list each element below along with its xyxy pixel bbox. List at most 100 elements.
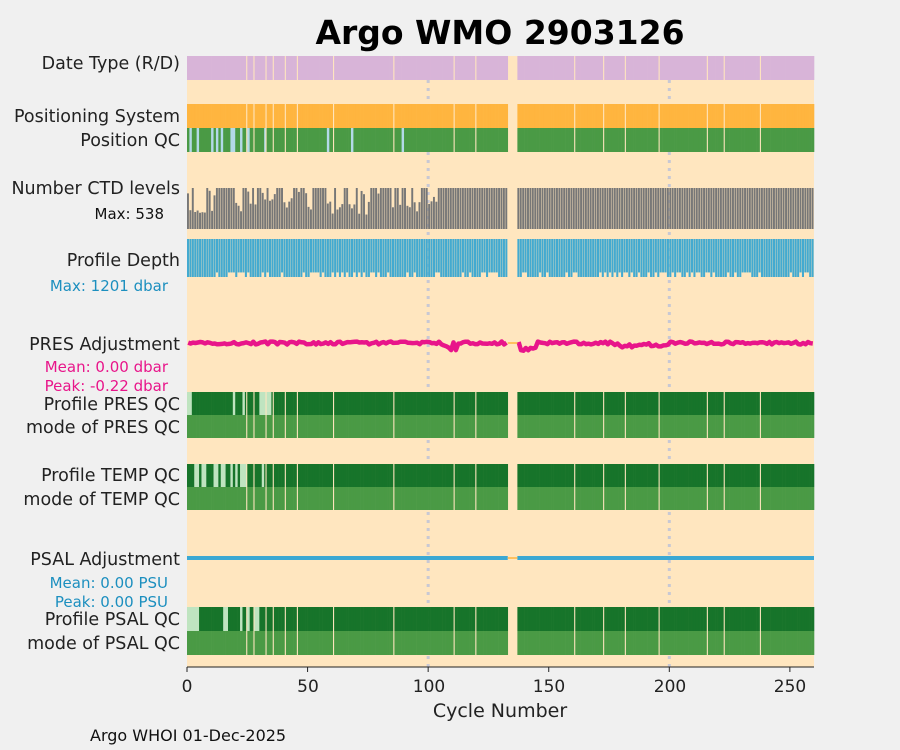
profile-temp-qc-cycle-220 bbox=[717, 464, 721, 487]
profile-depth-bar-15 bbox=[223, 239, 226, 277]
ctd-levels-bar-111 bbox=[454, 188, 457, 229]
mode-psal-qc-cycle-46 bbox=[297, 631, 301, 655]
date-type-cycle-121 bbox=[478, 56, 482, 80]
mode-psal-qc-cycle-47 bbox=[300, 631, 304, 655]
position-qc-cycle-69 bbox=[353, 128, 357, 152]
position-qc-cycle-95 bbox=[416, 128, 419, 152]
mode-psal-qc-cycle-219 bbox=[715, 631, 718, 655]
mode-temp-qc-cycle-18 bbox=[230, 487, 234, 510]
profile-temp-qc-cycle-32 bbox=[264, 464, 266, 487]
positioning-system-cycle-84 bbox=[389, 104, 393, 128]
position-qc-cycle-70 bbox=[355, 128, 359, 152]
positioning-system-cycle-78 bbox=[375, 104, 378, 128]
profile-depth-bar-256 bbox=[804, 239, 807, 273]
profile-temp-qc-cycle-158 bbox=[568, 464, 571, 487]
mode-psal-qc-cycle-32 bbox=[264, 631, 266, 655]
profile-depth-bar-41 bbox=[285, 239, 288, 277]
date-type-cycle-20 bbox=[235, 56, 238, 80]
profile-temp-qc-cycle-16 bbox=[225, 464, 229, 487]
ctd-levels-bar-146 bbox=[539, 188, 542, 229]
positioning-system-cycle-184 bbox=[630, 104, 634, 128]
profile-temp-qc-cycle-154 bbox=[558, 464, 562, 487]
mode-pres-qc-cycle-47 bbox=[300, 415, 304, 438]
mode-temp-qc-cycle-197 bbox=[662, 487, 665, 510]
mode-psal-qc-cycle-103 bbox=[435, 631, 439, 655]
mode-psal-qc-cycle-119 bbox=[473, 631, 476, 655]
mode-psal-qc-cycle-231 bbox=[744, 631, 747, 655]
mode-temp-qc-cycle-65 bbox=[343, 487, 347, 510]
profile-temp-qc-cycle-26 bbox=[249, 464, 253, 487]
profile-pres-qc-cycle-35 bbox=[271, 392, 273, 415]
profile-temp-qc-cycle-75 bbox=[367, 464, 371, 487]
mode-pres-qc-cycle-33 bbox=[266, 415, 270, 438]
date-type-cycle-59 bbox=[329, 56, 332, 80]
mode-pres-qc-cycle-207 bbox=[686, 415, 689, 438]
mode-psal-qc-cycle-255 bbox=[801, 631, 805, 655]
mode-pres-qc-cycle-151 bbox=[551, 415, 554, 438]
position-qc-cycle-234 bbox=[751, 128, 755, 152]
positioning-system-cycle-181 bbox=[623, 104, 625, 128]
positioning-system-cycle-155 bbox=[560, 104, 564, 128]
date-type-cycle-153 bbox=[555, 56, 559, 80]
position-qc-cycle-3 bbox=[194, 128, 197, 152]
profile-depth-bar-63 bbox=[338, 239, 341, 277]
mode-pres-qc-cycle-250 bbox=[789, 415, 793, 438]
profile-psal-qc-cycle-2 bbox=[191, 607, 195, 631]
ctd-levels-bar-52 bbox=[312, 188, 315, 229]
profile-psal-qc-cycle-6 bbox=[201, 607, 205, 631]
mode-temp-qc-cycle-235 bbox=[753, 487, 757, 510]
date-type-cycle-150 bbox=[548, 56, 552, 80]
mode-temp-qc-cycle-206 bbox=[683, 487, 687, 510]
profile-temp-qc-cycle-21 bbox=[237, 464, 241, 487]
profile-psal-qc-cycle-180 bbox=[621, 607, 624, 631]
ctd-levels-bar-196 bbox=[659, 188, 662, 229]
position-qc-cycle-9 bbox=[208, 128, 212, 152]
profile-psal-qc-cycle-178 bbox=[616, 607, 619, 631]
position-qc-cycle-221 bbox=[719, 128, 723, 152]
mode-pres-qc-cycle-61 bbox=[334, 415, 337, 438]
mode-psal-qc-cycle-201 bbox=[671, 631, 675, 655]
mode-pres-qc-cycle-145 bbox=[536, 415, 540, 438]
date-type-cycle-26 bbox=[249, 56, 253, 80]
positioning-system-cycle-27 bbox=[252, 104, 254, 128]
ctd-levels-bar-103 bbox=[435, 201, 438, 229]
positioning-system-cycle-259 bbox=[811, 104, 815, 128]
mode-pres-qc-cycle-251 bbox=[792, 415, 796, 438]
profile-pres-qc-cycle-159 bbox=[570, 392, 574, 415]
mode-psal-qc-cycle-10 bbox=[211, 631, 214, 655]
mode-temp-qc-cycle-101 bbox=[430, 487, 434, 510]
positioning-system-cycle-14 bbox=[220, 104, 224, 128]
mode-psal-qc-cycle-97 bbox=[420, 631, 424, 655]
date-type-cycle-86 bbox=[394, 56, 398, 80]
mode-pres-qc-cycle-165 bbox=[584, 415, 588, 438]
profile-depth-bar-142 bbox=[529, 239, 532, 277]
position-qc-cycle-106 bbox=[442, 128, 446, 152]
mode-psal-qc-cycle-246 bbox=[780, 631, 783, 655]
profile-psal-qc-cycle-145 bbox=[536, 607, 540, 631]
mode-pres-qc-cycle-31 bbox=[261, 415, 265, 438]
positioning-system-cycle-52 bbox=[312, 104, 316, 128]
ctd-levels-bar-58 bbox=[326, 203, 329, 229]
mode-pres-qc-cycle-91 bbox=[406, 415, 410, 438]
date-type-cycle-152 bbox=[553, 56, 557, 80]
date-type-cycle-201 bbox=[671, 56, 675, 80]
ctd-levels-bar-185 bbox=[633, 188, 636, 229]
profile-pres-qc-cycle-166 bbox=[587, 392, 591, 415]
mode-psal-qc-cycle-114 bbox=[461, 631, 465, 655]
profile-pres-qc-cycle-82 bbox=[384, 392, 388, 415]
mode-pres-qc-cycle-83 bbox=[387, 415, 390, 438]
profile-pres-qc-cycle-233 bbox=[748, 392, 752, 415]
profile-psal-qc-cycle-186 bbox=[635, 607, 639, 631]
profile-depth-bar-25 bbox=[247, 239, 250, 273]
profile-temp-qc-cycle-172 bbox=[601, 464, 604, 487]
profile-psal-qc-cycle-29 bbox=[256, 607, 260, 631]
date-type-cycle-170 bbox=[596, 56, 600, 80]
positioning-system-cycle-122 bbox=[481, 104, 484, 128]
profile-pres-qc-cycle-50 bbox=[307, 392, 311, 415]
positioning-system-cycle-28 bbox=[254, 104, 258, 128]
profile-psal-qc-cycle-95 bbox=[416, 607, 419, 631]
ctd-levels-bar-36 bbox=[273, 194, 276, 229]
profile-temp-qc-cycle-39 bbox=[281, 464, 284, 487]
profile-temp-qc-cycle-86 bbox=[394, 464, 398, 487]
positioning-system-cycle-164 bbox=[582, 104, 586, 128]
